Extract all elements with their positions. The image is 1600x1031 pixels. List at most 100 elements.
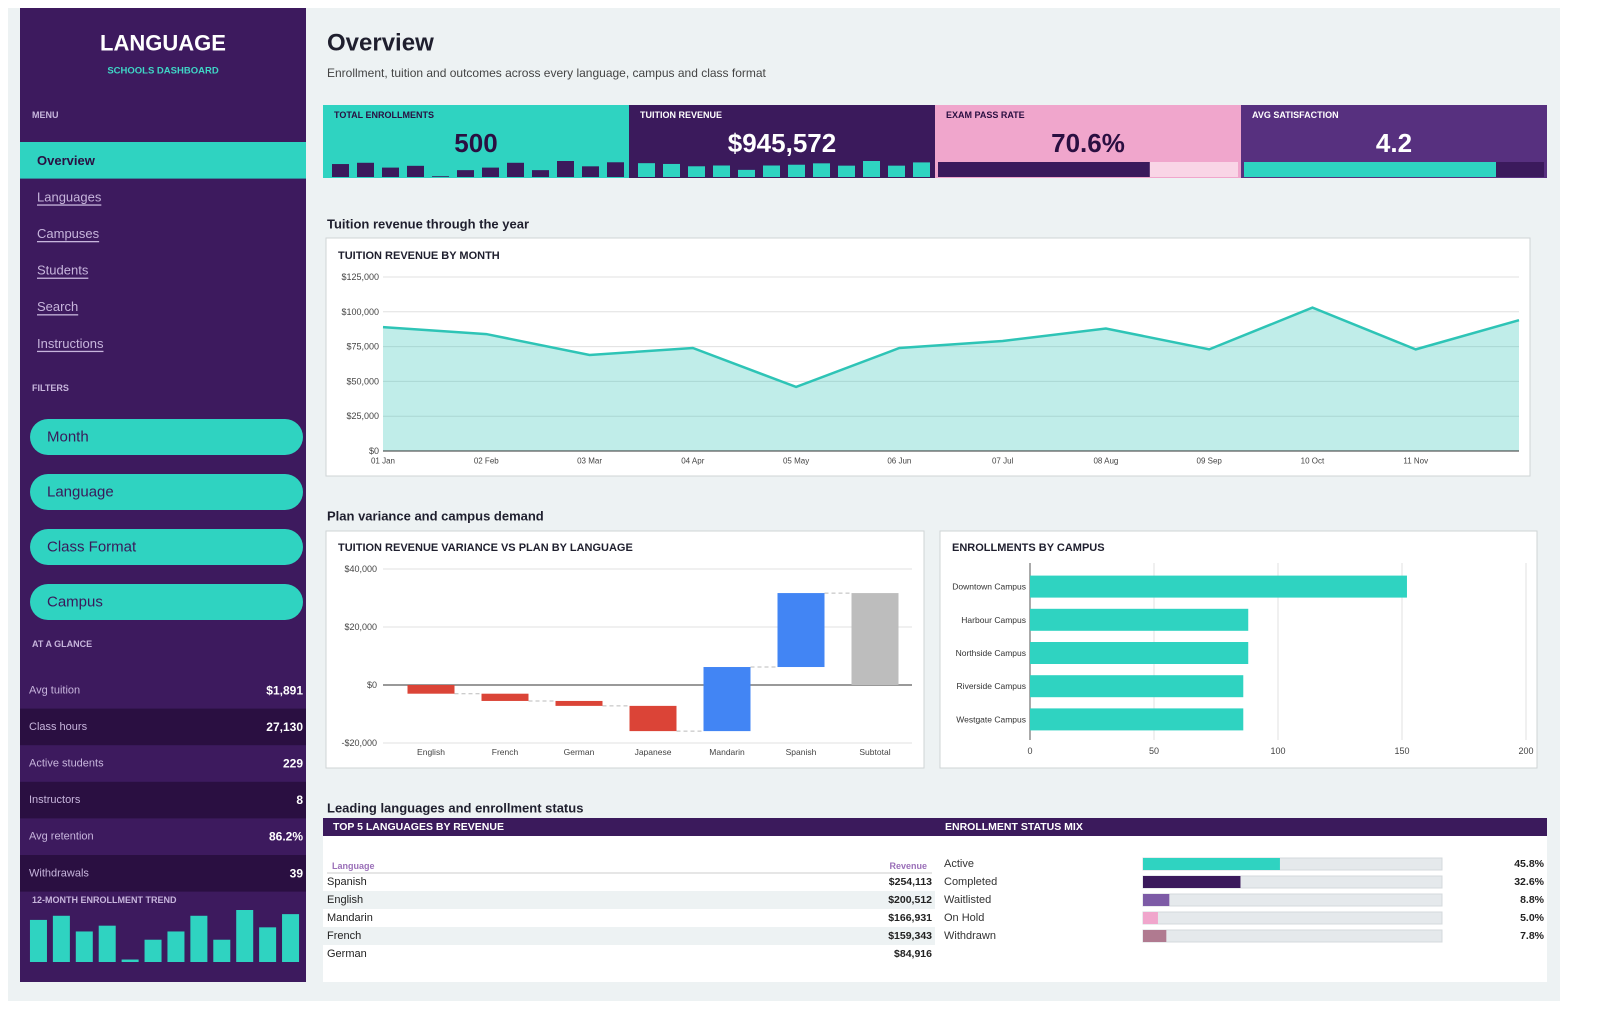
kpi-spark-bar (382, 167, 399, 177)
menu-item[interactable]: Students (37, 263, 89, 278)
waterfall-bar (703, 667, 751, 732)
kpi-spark-bar (688, 166, 705, 177)
filter-label[interactable]: Language (47, 484, 114, 501)
waterfall-bar (407, 685, 455, 694)
kpi-spark-bar (838, 165, 855, 177)
status-bar (1143, 912, 1158, 924)
table-cell: English (327, 894, 363, 906)
kpi-spark-bar (788, 164, 805, 177)
kpi-spark-bar (482, 167, 499, 177)
waterfall-bar (629, 705, 677, 732)
column-header: Language (332, 861, 375, 871)
menu-item[interactable]: Overview (37, 153, 96, 168)
table-title: TOP 5 LANGUAGES BY REVENUE (333, 821, 504, 833)
y-tick-label: $100,000 (341, 307, 379, 317)
kpi-progress-fill (938, 162, 1150, 177)
row-stripe (323, 891, 935, 909)
kpi-spark-bar (607, 162, 624, 177)
filter-pill[interactable] (30, 529, 303, 565)
table-cell: Spanish (327, 876, 367, 888)
status-label: On Hold (944, 912, 984, 924)
menu-item[interactable]: Instructions (37, 336, 104, 351)
kpi-spark-bar (913, 162, 930, 177)
kpi-spark-bar (738, 169, 755, 177)
waterfall-bar (777, 593, 825, 668)
row-stripe (323, 927, 935, 945)
kpi-spark-bar (582, 166, 599, 177)
x-tick-label: 03 Mar (577, 457, 602, 466)
x-tick-label: 06 Jun (887, 457, 911, 466)
kpi-spark-bar (532, 170, 549, 177)
trend-bar (259, 927, 277, 962)
waterfall-bar (481, 693, 529, 701)
kpi-label: AVG SATISFACTION (1252, 110, 1339, 120)
status-bar (1143, 930, 1167, 942)
x-tick-label: 05 May (783, 457, 809, 466)
table-header-bar (323, 818, 1547, 836)
glance-label: Withdrawals (29, 867, 89, 879)
kpi-spark-bar (813, 163, 830, 177)
filter-label[interactable]: Month (47, 429, 89, 446)
glance-label: Class hours (29, 721, 88, 733)
kpi-spark-bar (638, 163, 655, 177)
glance-row-background (20, 708, 306, 746)
status-value: 45.8% (1514, 858, 1544, 870)
table-cell: $166,931 (888, 912, 932, 924)
filter-pill[interactable] (30, 474, 303, 510)
status-label: Withdrawn (944, 930, 996, 942)
y-tick-label: Westgate Campus (956, 714, 1026, 724)
kpi-spark-bar (357, 162, 374, 177)
status-track (1142, 929, 1443, 943)
bar (1030, 675, 1244, 698)
x-tick-label: French (492, 747, 519, 757)
table-cell: $254,113 (889, 876, 932, 888)
line (382, 306, 1520, 389)
glance-value: 8 (296, 793, 303, 807)
x-tick-label: English (417, 747, 445, 757)
kpi-spark-bar (407, 165, 424, 177)
filter-pill[interactable] (30, 584, 303, 620)
status-value: 7.8% (1520, 930, 1545, 942)
table-title: ENROLLMENT STATUS MIX (945, 821, 1083, 833)
filter-label[interactable]: Campus (47, 594, 103, 611)
menu-item[interactable]: Languages (37, 189, 102, 204)
area-fill (383, 307, 1519, 451)
y-tick-label: $20,000 (344, 622, 377, 632)
page-title: Overview (327, 30, 434, 57)
bar (1030, 642, 1249, 664)
y-tick-label: Northside Campus (956, 648, 1026, 658)
filter-label[interactable]: Class Format (47, 539, 137, 556)
x-tick-label: 100 (1270, 746, 1285, 756)
x-tick-label: Japanese (635, 747, 672, 757)
table-cell: $84,916 (894, 948, 932, 960)
status-track (1142, 893, 1443, 907)
kpi-spark-bar (763, 165, 780, 177)
status-value: 5.0% (1520, 912, 1545, 924)
menu-item[interactable]: Campuses (37, 226, 100, 241)
kpi-spark-bar (888, 165, 905, 177)
x-tick-label: 02 Feb (474, 457, 499, 466)
kpi-spark-bar (663, 163, 680, 177)
trend-bar (121, 959, 139, 962)
kpi-value: 4.2 (1376, 128, 1412, 158)
status-label: Active (944, 858, 974, 870)
section-heading: Leading languages and enrollment status (327, 801, 583, 816)
trend-bar (190, 915, 208, 962)
kpi-spark-bar (863, 161, 880, 177)
section-label: FILTERS (32, 383, 69, 393)
table-cell: German (327, 948, 367, 960)
x-tick-label: 10 Oct (1301, 457, 1325, 466)
menu-item[interactable]: Search (37, 299, 78, 314)
y-tick-label: $40,000 (344, 564, 377, 574)
filter-pill[interactable] (30, 419, 303, 455)
y-tick-label: $75,000 (346, 342, 379, 352)
kpi-label: TOTAL ENROLLMENTS (334, 110, 434, 120)
chart-title: TUITION REVENUE BY MONTH (338, 250, 500, 262)
table-cell: $200,512 (888, 894, 932, 906)
status-label: Waitlisted (944, 894, 991, 906)
glance-row-background (20, 781, 306, 819)
x-tick-label: 11 Nov (1403, 457, 1428, 466)
kpi-spark-bar (432, 176, 449, 177)
x-tick-label: 01 Jan (371, 457, 395, 466)
